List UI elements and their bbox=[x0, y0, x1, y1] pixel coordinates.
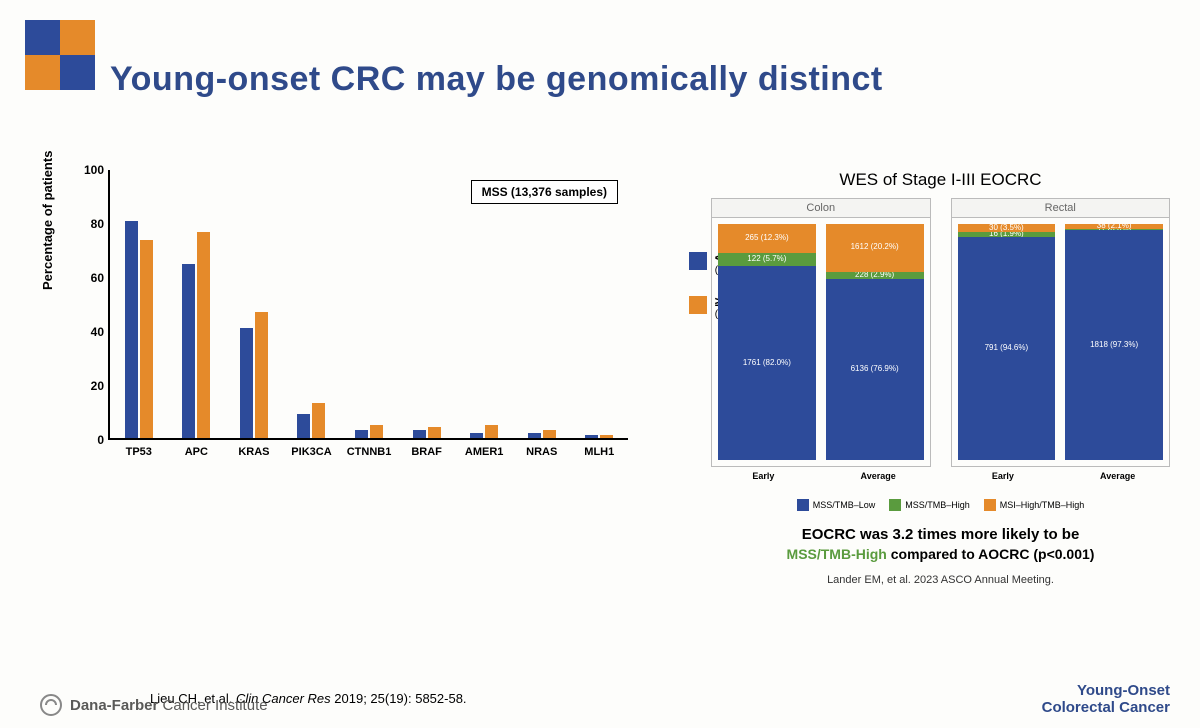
stacked-row: 30 (3.5%)16 (1.9%)791 (94.6%)38 (2.1%)11… bbox=[951, 217, 1171, 467]
group-header: Rectal bbox=[951, 198, 1171, 217]
legend-swatch-orange bbox=[689, 296, 707, 314]
grouped-bar-chart: MSS (13,376 samples) TP53APCKRASPIK3CACT… bbox=[108, 170, 628, 440]
x-label: KRAS bbox=[225, 446, 283, 458]
stacked-legend-item: MSS/TMB–Low bbox=[797, 499, 876, 511]
x-label: NRAS bbox=[513, 446, 571, 458]
x-label: PIK3CA bbox=[283, 446, 341, 458]
stacked-bar-label: Early bbox=[951, 471, 1056, 481]
bar bbox=[470, 433, 483, 438]
bar bbox=[125, 221, 138, 438]
y-tick: 60 bbox=[91, 271, 104, 285]
footer-topic: Young-Onset Colorectal Cancer bbox=[1042, 682, 1170, 716]
bar bbox=[140, 240, 153, 438]
right-chart-panel: WES of Stage I-III EOCRC Colon265 (12.3%… bbox=[711, 170, 1170, 648]
bar bbox=[585, 435, 598, 438]
bar-group: MLH1 bbox=[571, 170, 629, 438]
footer-brand: Dana-Farber Cancer Institute bbox=[40, 694, 268, 716]
bar bbox=[240, 328, 253, 438]
stacked-bar-label: Early bbox=[711, 471, 816, 481]
stacked-legend: MSS/TMB–Low MSS/TMB–High MSI–High/TMB–High bbox=[711, 499, 1170, 511]
bar bbox=[312, 403, 325, 438]
x-label: MLH1 bbox=[571, 446, 629, 458]
stacked-segment: 1612 (20.2%) bbox=[826, 224, 924, 272]
content-row: Percentage of patients 020406080100 MSS … bbox=[50, 170, 1170, 648]
slide-footer: Dana-Farber Cancer Institute Young-Onset… bbox=[40, 682, 1170, 716]
right-chart-title: WES of Stage I-III EOCRC bbox=[711, 170, 1170, 190]
bar bbox=[297, 414, 310, 438]
stacked-segment: 228 (2.9%) bbox=[826, 272, 924, 279]
stacked-group: Rectal30 (3.5%)16 (1.9%)791 (94.6%)38 (2… bbox=[951, 198, 1171, 481]
legend-swatch bbox=[889, 499, 901, 511]
stacked-segment: 1761 (82.0%) bbox=[718, 266, 816, 460]
footer-logo-icon bbox=[40, 694, 62, 716]
bar bbox=[413, 430, 426, 438]
bar bbox=[528, 433, 541, 438]
stacked-segment: 1818 (97.3%) bbox=[1065, 230, 1163, 460]
stacked-segment: 6136 (76.9%) bbox=[826, 279, 924, 460]
right-citation: Lander EM, et al. 2023 ASCO Annual Meeti… bbox=[711, 574, 1170, 586]
y-tick: 40 bbox=[91, 325, 104, 339]
group-header: Colon bbox=[711, 198, 931, 217]
bar-group: TP53 bbox=[110, 170, 168, 438]
bar bbox=[543, 430, 556, 438]
stacked-legend-item: MSI–High/TMB–High bbox=[984, 499, 1085, 511]
x-label: CTNNB1 bbox=[340, 446, 398, 458]
bar-group: CTNNB1 bbox=[340, 170, 398, 438]
stacked-group: Colon265 (12.3%)122 (5.7%)1761 (82.0%)16… bbox=[711, 198, 931, 481]
bar bbox=[485, 425, 498, 438]
stacked-bar-label: Average bbox=[1065, 471, 1170, 481]
bar bbox=[182, 264, 195, 438]
bar-group: APC bbox=[168, 170, 226, 438]
stacked-bar-chart: Colon265 (12.3%)122 (5.7%)1761 (82.0%)16… bbox=[711, 198, 1170, 481]
y-tick: 80 bbox=[91, 217, 104, 231]
bar bbox=[428, 427, 441, 438]
legend-swatch bbox=[984, 499, 996, 511]
legend-swatch-blue bbox=[689, 252, 707, 270]
x-label: TP53 bbox=[110, 446, 168, 458]
x-label: BRAF bbox=[398, 446, 456, 458]
bar bbox=[355, 430, 368, 438]
x-label: AMER1 bbox=[455, 446, 513, 458]
stacked-bar-label: Average bbox=[826, 471, 931, 481]
bar-group: PIK3CA bbox=[283, 170, 341, 438]
conclusion-text: EOCRC was 3.2 times more likely to be MS… bbox=[711, 525, 1170, 564]
stacked-row: 265 (12.3%)122 (5.7%)1761 (82.0%)1612 (2… bbox=[711, 217, 931, 467]
stacked-bar: 265 (12.3%)122 (5.7%)1761 (82.0%) bbox=[718, 224, 816, 460]
bar bbox=[197, 232, 210, 438]
bar bbox=[600, 435, 613, 438]
stacked-segment: 791 (94.6%) bbox=[958, 237, 1056, 460]
corner-logo bbox=[25, 20, 95, 90]
slide-title: Young-onset CRC may be genomically disti… bbox=[110, 60, 883, 99]
stacked-bar: 38 (2.1%)11 (0.6%)1818 (97.3%) bbox=[1065, 224, 1163, 460]
bar-group: BRAF bbox=[398, 170, 456, 438]
bar bbox=[370, 425, 383, 438]
left-chart-panel: Percentage of patients 020406080100 MSS … bbox=[50, 170, 671, 648]
bar-group: NRAS bbox=[513, 170, 571, 438]
y-axis-label: Percentage of patients bbox=[40, 151, 55, 290]
bar-container: TP53APCKRASPIK3CACTNNB1BRAFAMER1NRASMLH1 bbox=[110, 170, 628, 438]
y-tick: 100 bbox=[84, 163, 104, 177]
x-label: APC bbox=[168, 446, 226, 458]
stacked-bar: 30 (3.5%)16 (1.9%)791 (94.6%) bbox=[958, 224, 1056, 460]
stacked-segment: 30 (3.5%) bbox=[958, 224, 1056, 232]
bar bbox=[255, 312, 268, 438]
stacked-legend-item: MSS/TMB–High bbox=[889, 499, 970, 511]
stacked-segment: 265 (12.3%) bbox=[718, 224, 816, 253]
y-tick: 20 bbox=[91, 379, 104, 393]
bar-group: AMER1 bbox=[455, 170, 513, 438]
legend-swatch bbox=[797, 499, 809, 511]
bar-group: KRAS bbox=[225, 170, 283, 438]
y-tick: 0 bbox=[97, 433, 104, 447]
stacked-bar: 1612 (20.2%)228 (2.9%)6136 (76.9%) bbox=[826, 224, 924, 460]
y-axis-ticks: 020406080100 bbox=[78, 170, 108, 440]
stacked-segment: 122 (5.7%) bbox=[718, 253, 816, 266]
